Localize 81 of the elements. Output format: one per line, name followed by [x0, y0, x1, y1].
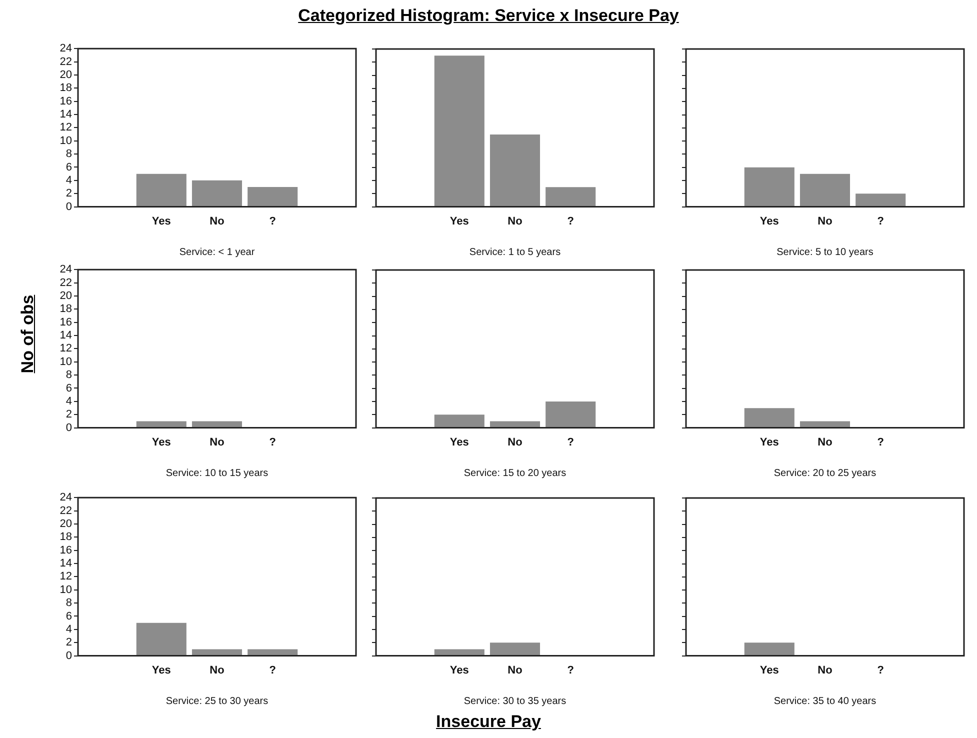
y-tick-label: 16	[60, 316, 72, 328]
x-tick-label: Yes	[760, 664, 779, 676]
y-tick-label: 0	[66, 200, 72, 213]
x-tick-label: ?	[269, 215, 276, 228]
x-axis-title: Service: 35 to 40 years	[774, 696, 876, 707]
x-tick-label: No	[210, 664, 225, 676]
x-tick-label: ?	[877, 664, 884, 676]
y-tick-label: 20	[60, 518, 72, 530]
x-axis-title: Service: 1 to 5 years	[469, 246, 561, 258]
y-tick-label: 10	[60, 356, 72, 368]
x-tick-label: ?	[567, 215, 574, 228]
y-tick-label: 2	[66, 188, 72, 200]
y-tick-label: 6	[66, 382, 72, 394]
x-tick-label: ?	[567, 436, 574, 448]
bar	[192, 180, 242, 206]
y-tick-label: 20	[60, 69, 72, 81]
y-tick-label: 8	[66, 369, 72, 382]
bar	[248, 187, 298, 206]
x-tick-label: Yes	[760, 215, 779, 228]
y-tick-label: 22	[60, 504, 72, 517]
x-tick-label: ?	[269, 436, 276, 448]
y-tick-label: 6	[66, 610, 72, 622]
y-tick-label: 20	[60, 290, 72, 302]
y-tick-label: 16	[60, 544, 72, 556]
text: Insecure Pay	[436, 712, 541, 731]
x-tick-label: Yes	[152, 664, 171, 676]
y-tick-label: 4	[66, 395, 72, 408]
x-tick-label: No	[508, 215, 523, 228]
x-tick-label: ?	[269, 664, 276, 676]
y-tick-label: 4	[66, 174, 72, 186]
y-tick-label: 22	[60, 276, 72, 289]
y-tick-label: 22	[60, 56, 72, 68]
x-tick-label: No	[818, 215, 833, 228]
x-tick-label: No	[210, 436, 225, 448]
y-tick-label: 18	[60, 303, 72, 316]
x-tick-label: ?	[877, 436, 884, 448]
y-tick-label: 6	[66, 161, 72, 174]
y-tick-label: 24	[60, 264, 72, 276]
y-axis-title: No of obs	[18, 294, 37, 374]
y-tick-label: 2	[66, 636, 72, 649]
x-tick-label: Yes	[152, 215, 171, 228]
x-tick-label: Yes	[152, 436, 171, 448]
y-tick-label: 10	[60, 584, 72, 596]
x-axis-title: Service: 10 to 15 years	[166, 468, 268, 479]
text: Categorized Histogram: Service x Insecure Pay	[298, 6, 679, 25]
x-tick-label: Yes	[760, 436, 779, 448]
y-tick-label: 14	[60, 558, 72, 570]
x-tick-label: No	[508, 436, 523, 448]
y-tick-label: 2	[66, 408, 72, 421]
y-tick-label: 4	[66, 623, 72, 636]
x-tick-label: ?	[877, 215, 884, 228]
y-tick-label: 14	[60, 330, 72, 342]
y-tick-label: 12	[60, 122, 72, 134]
x-tick-label: ?	[567, 664, 574, 676]
x-tick-label: No	[818, 664, 833, 676]
x-tick-label: Yes	[450, 664, 469, 676]
y-tick-label: 0	[66, 650, 72, 662]
x-axis-title: Service: 30 to 35 years	[464, 696, 566, 707]
x-axis-title: Service: 25 to 30 years	[166, 696, 268, 707]
y-tick-label: 8	[66, 148, 72, 160]
x-axis-title: Service: 15 to 20 years	[464, 468, 566, 479]
x-axis-title: Service: 20 to 25 years	[774, 468, 876, 479]
bar	[136, 174, 186, 206]
y-tick-label: 18	[60, 82, 72, 94]
y-tick-label: 24	[60, 42, 72, 55]
y-tick-label: 12	[60, 570, 72, 583]
y-tick-label: 12	[60, 342, 72, 355]
y-tick-label: 14	[60, 108, 72, 121]
y-tick-label: 18	[60, 531, 72, 544]
x-axis-title: Service: < 1 year	[179, 246, 256, 258]
x-tick-label: No	[818, 436, 833, 448]
x-axis-title: Service: 5 to 10 years	[776, 246, 874, 258]
x-tick-label: Yes	[450, 215, 469, 228]
y-tick-label: 0	[66, 422, 72, 434]
x-tick-label: No	[508, 664, 523, 676]
y-tick-label: 24	[60, 492, 72, 504]
x-tick-label: No	[210, 215, 225, 228]
y-tick-label: 8	[66, 597, 72, 610]
y-tick-label: 16	[60, 95, 72, 108]
x-tick-label: Yes	[450, 436, 469, 448]
y-tick-label: 10	[60, 134, 72, 147]
